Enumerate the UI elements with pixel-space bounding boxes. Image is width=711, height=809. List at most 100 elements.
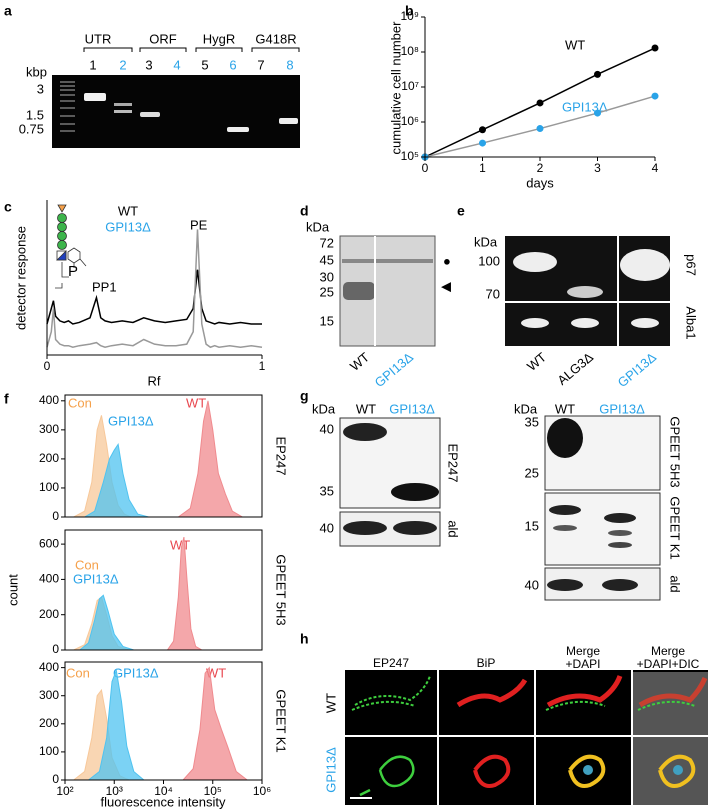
y-tick-label: 300 [39,422,59,436]
side-label: GPEET 5H3 [274,554,289,625]
marker-label: 40 [320,520,334,535]
unit-label: kbp [26,64,47,79]
histogram-area [181,666,249,781]
y-tick-label: 200 [39,716,59,730]
unit-label: kDa [514,401,538,416]
protein-label: GPEET K1 [668,496,683,559]
series-line [46,229,263,349]
histogram-area [176,400,245,518]
marker-label: 30 [320,269,334,284]
unit-label: kDa [312,401,336,416]
x-axis-label: Rf [148,373,161,388]
marker-label: 35 [525,414,539,429]
marker-label: 15 [525,518,539,533]
lane-label: WT [356,401,376,416]
micrograph-grid [345,650,708,805]
y-tick-label: 10⁸ [401,44,419,58]
series-line [46,269,262,325]
column-label: Merge +DAPI [565,644,601,671]
svg-text:P: P [68,263,78,280]
x-tick-label: 10⁶ [253,784,271,798]
x-tick-label: 10³ [106,784,123,798]
marker-label: 0.75 [19,121,44,136]
lane-label: GPI13Δ [389,401,435,416]
marker-label: 35 [320,483,334,498]
lane-number: 2 [119,57,126,72]
lane-number: 8 [286,57,293,72]
data-point [536,125,544,133]
group-label: G418R [255,31,296,46]
column-label: BiP [476,656,496,670]
y-tick-label: 10⁵ [401,149,419,163]
protein-label: p67 [684,254,699,276]
y-tick-label: 300 [39,688,59,702]
y-axis-label: detector response [13,226,28,330]
data-point [536,99,544,107]
marker-label: 25 [320,284,334,299]
plot-frame [64,394,263,518]
legend-label: Con [66,665,90,680]
y-tick-label: 600 [39,536,59,550]
lane-label: GPI13Δ [615,349,660,390]
panel-letter: d [300,203,309,219]
protein-label: EP247 [446,443,461,482]
panel-letter: h [300,631,309,647]
x-tick-label: 10⁴ [154,784,173,798]
lane-label: ALG3Δ [554,349,596,388]
y-tick-label: 10⁷ [401,79,419,93]
protein-label: ald [446,520,461,537]
protein-label: GPEET 5H3 [668,416,683,487]
x-tick-label: 3 [594,161,601,175]
lane-number: 7 [257,57,264,72]
x-tick-label: 2 [537,161,544,175]
legend-label: GPI13Δ [73,571,119,586]
lane-number: 5 [201,57,208,72]
protein-label: Alba1 [684,306,699,339]
data-point [479,139,486,147]
row-label: GPI13Δ [323,747,338,793]
marker-label: 100 [478,253,500,268]
y-tick-label: 200 [39,451,59,465]
y-tick-label: 400 [39,572,59,586]
y-tick-label: 100 [39,480,59,494]
x-tick-label: 10⁵ [204,784,222,798]
x-tick-label: 1 [479,161,486,175]
y-tick-label: 100 [39,744,59,758]
y-tick-label: 400 [39,393,59,407]
lane-number: 6 [229,57,236,72]
marker-label: 25 [525,465,539,480]
marker-label: 72 [320,235,334,250]
annotation: PE [190,217,208,232]
y-axis-label: count [5,574,20,606]
side-label: EP247 [274,436,289,475]
group-label: ORF [149,31,177,46]
x-tick-label: 4 [652,161,659,175]
data-point [651,92,659,100]
histogram-area [78,594,135,651]
x-tick-label: 0 [422,161,429,175]
marker-label: 45 [320,252,334,267]
lane-number: 4 [173,57,180,72]
histogram-area [87,668,146,781]
legend-label: GPI13Δ [113,665,159,680]
lane-label: WT [347,349,372,374]
legend-label: WT [565,37,585,52]
marker-label: 15 [320,313,334,328]
panel-letter: c [4,199,12,215]
panel-letter: f [4,391,9,407]
gel-image [52,75,300,148]
blot-image [505,236,670,346]
symbol: ● [443,253,451,268]
x-axis-label: days [526,175,554,190]
legend-label: WT [206,665,226,680]
panel-letter: b [405,3,414,19]
marker-label: 3 [37,81,44,96]
marker-label: 40 [525,577,539,592]
lane-number: 3 [145,57,152,72]
y-tick-label: 10⁶ [401,114,419,128]
blot-image [339,235,436,347]
panel-letter: e [457,203,465,219]
legend-label: GPI13Δ [108,413,154,428]
marker-label: 70 [486,286,500,301]
